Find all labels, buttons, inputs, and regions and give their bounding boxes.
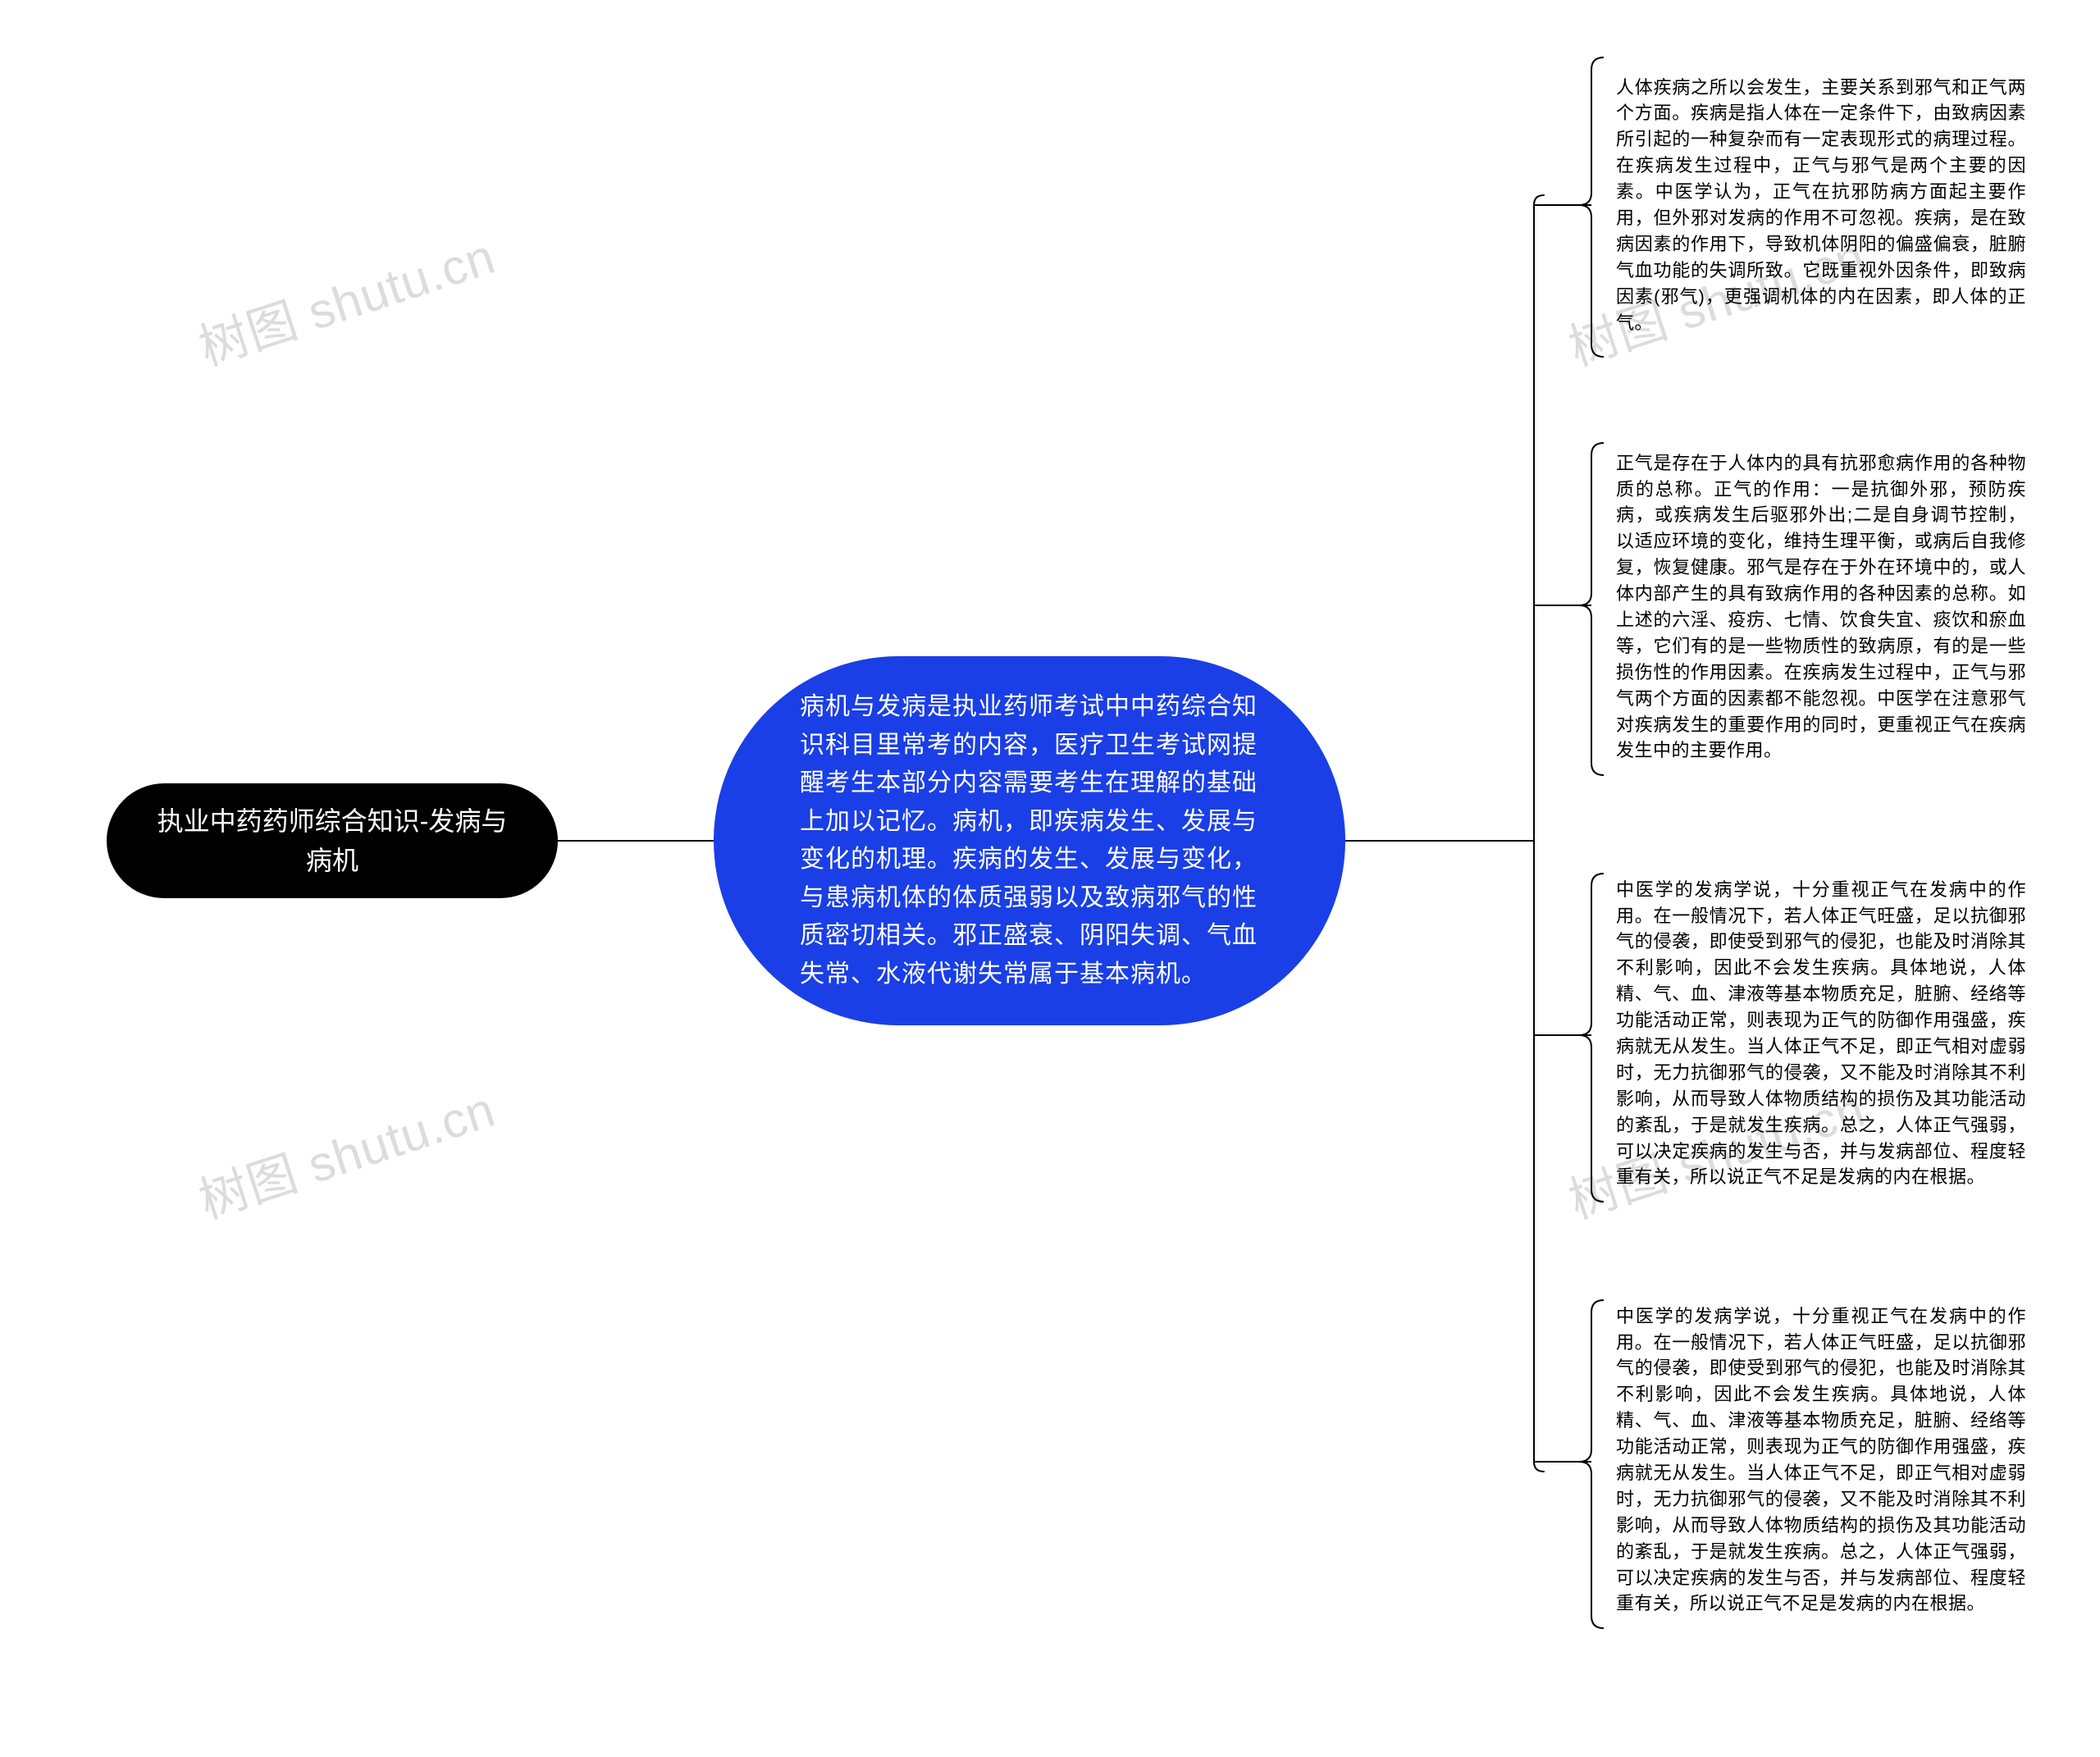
leaf-node-4[interactable]: 中医学的发病学说，十分重视正气在发病中的作用。在一般情况下，若人体正气旺盛，足以… <box>1616 1288 2026 1632</box>
leaf-node-2-text: 正气是存在于人体内的具有抗邪愈病作用的各种物质的总称。正气的作用：一是抗御外邪，… <box>1616 450 2026 764</box>
main-node[interactable]: 病机与发病是执业药师考试中中药综合知识科目里常考的内容，医疗卫生考试网提醒考生本… <box>714 656 1345 1025</box>
brace-leaf-4 <box>1579 1300 1604 1628</box>
main-node-text: 病机与发病是执业药师考试中中药综合知识科目里常考的内容，医疗卫生考试网提醒考生本… <box>800 688 1259 993</box>
leaf-node-1-text: 人体疾病之所以会发生，主要关系到邪气和正气两个方面。疾病是指人体在一定条件下，由… <box>1616 75 2026 336</box>
leaf-node-2[interactable]: 正气是存在于人体内的具有抗邪愈病作用的各种物质的总称。正气的作用：一是抗御外邪，… <box>1616 431 2026 783</box>
brace-leaf-1 <box>1579 57 1604 357</box>
brace-leaf-3 <box>1579 874 1604 1202</box>
brace-leaf-2 <box>1579 443 1604 775</box>
leaf-node-4-text: 中医学的发病学说，十分重视正气在发病中的作用。在一般情况下，若人体正气旺盛，足以… <box>1616 1303 2026 1618</box>
root-node[interactable]: 执业中药药师综合知识-发病与病机 <box>107 783 558 898</box>
watermark: 树图 shutu.cn <box>189 217 503 379</box>
leaf-node-1[interactable]: 人体疾病之所以会发生，主要关系到邪气和正气两个方面。疾病是指人体在一定条件下，由… <box>1616 45 2026 365</box>
mindmap-stage: 树图 shutu.cn 树图 shutu.cn 树图 shutu.cn 树图 s… <box>0 0 2100 1757</box>
leaf-node-3-text: 中医学的发病学说，十分重视正气在发病中的作用。在一般情况下，若人体正气旺盛，足以… <box>1616 877 2026 1191</box>
watermark: 树图 shutu.cn <box>189 1070 503 1232</box>
root-node-text: 执业中药药师综合知识-发病与病机 <box>156 801 509 880</box>
edge-spine <box>1534 195 1544 1472</box>
leaf-node-3[interactable]: 中医学的发病学说，十分重视正气在发病中的作用。在一般情况下，若人体正气旺盛，足以… <box>1616 861 2026 1206</box>
